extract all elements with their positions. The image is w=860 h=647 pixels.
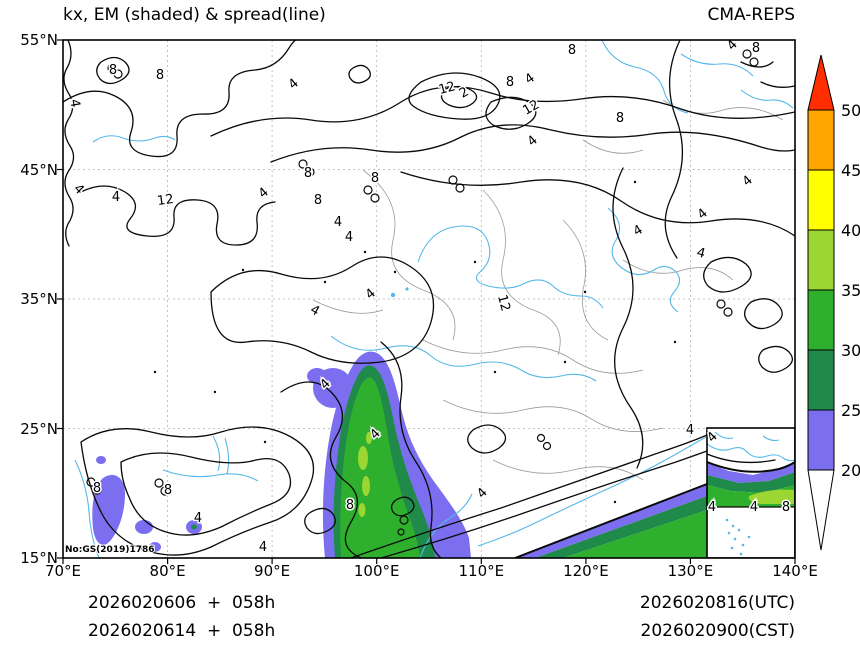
contour-label: 4: [750, 500, 758, 515]
colorbar-segment: [807, 289, 835, 351]
contour-label: 4: [334, 215, 342, 230]
axis-ticks: [57, 39, 796, 564]
x-axis-tick-label: 80°E: [149, 562, 186, 580]
contour-label: 8: [314, 193, 322, 208]
contour-label: 4: [286, 76, 302, 93]
map-approval-note: No:GS(2019)1786: [65, 545, 155, 555]
colorbar-under-arrow: [807, 469, 835, 551]
contour-label: 4: [307, 302, 322, 319]
colorbar-tick-label: 35: [841, 281, 860, 300]
contour-label: 12: [494, 293, 513, 313]
contour-label: 4: [112, 190, 120, 205]
contour-label: 4: [256, 185, 272, 202]
contour-label: 4: [259, 540, 267, 555]
colorbar-tick-label: 30: [841, 341, 860, 360]
x-axis-tick-label: 100°E: [353, 562, 400, 580]
inset-frame: [706, 427, 795, 558]
footer-init-utc: 2026020606 + 058h: [88, 593, 276, 613]
contour-label: 4: [695, 206, 711, 223]
south-china-sea-inset: [706, 427, 795, 558]
colorbar-segment: [807, 109, 835, 171]
contour-label: 2: [457, 84, 472, 101]
contour-label: 8: [616, 111, 624, 126]
contour-label: 12: [156, 192, 174, 209]
contour-label: 4: [345, 230, 353, 245]
contour-label: 8: [568, 43, 576, 58]
contour-label: 8: [506, 75, 514, 90]
x-axis-tick-label: 90°E: [254, 562, 291, 580]
shaded-regions: [92, 351, 707, 558]
plot-title: kx, EM (shaded) & spread(line): [63, 5, 326, 25]
graticule-gridlines: [63, 40, 795, 558]
y-axis-tick-label: 15°N: [20, 549, 58, 567]
contour-label: 4: [525, 133, 541, 150]
contour-label: 8: [346, 498, 354, 513]
map-figure: 8 8 4 12 2 8 4 8 12 4 8 4 8 4 4 4 12 4 8 8 8 4 4 4 4 12 4 4 4 4 8 8 4 4 4 4…: [57, 39, 796, 564]
colorbar-tick-label: 40: [841, 221, 860, 240]
contour-label: 4: [522, 71, 537, 88]
x-axis-tick-label: 140°E: [772, 562, 818, 580]
colorbar-segment: [807, 169, 835, 231]
y-axis-tick-label: 45°N: [20, 160, 58, 179]
y-axis-tick-label: 55°N: [20, 31, 58, 49]
contour-label: 8: [371, 171, 379, 186]
contour-label: 8: [164, 483, 172, 498]
colorbar-tick-label: 45: [841, 161, 860, 180]
colorbar-segment: [807, 229, 835, 291]
contour-label: 4: [740, 173, 756, 190]
contour-label: 8: [304, 166, 312, 181]
contour-label: 4: [686, 423, 694, 438]
colorbar-segment: [807, 349, 835, 411]
contour-label: 8: [752, 41, 760, 56]
footer-valid-cst: 2026020900(CST): [640, 621, 795, 641]
spread-contours: [63, 40, 795, 558]
footer-valid-utc: 2026020816(UTC): [639, 593, 795, 613]
colorbar-segment: [807, 409, 835, 471]
x-axis-tick-label: 130°E: [667, 562, 714, 580]
contour-label: 8: [782, 500, 790, 515]
model-name: CMA-REPS: [707, 5, 795, 25]
y-axis-tick-label: 25°N: [20, 419, 58, 438]
rivers-coastlines: [74, 40, 794, 558]
contour-label: 4: [631, 222, 646, 239]
y-axis-tick-label: 35°N: [20, 290, 58, 308]
contour-label: 4: [66, 98, 82, 109]
contour-label: 8: [109, 63, 117, 78]
x-axis-tick-label: 120°E: [563, 562, 609, 580]
map-frame: [62, 39, 796, 559]
province-borders: [312, 99, 784, 481]
colorbar: 50 45 40 35 30 25 20: [805, 50, 860, 560]
footer-init-cst: 2026020614 + 058h: [88, 621, 276, 641]
contour-label: 8: [93, 481, 101, 496]
colorbar-tick-label: 25: [841, 401, 860, 420]
contour-label: 12: [437, 79, 457, 98]
contour-label: 4: [474, 485, 490, 501]
colorbar-tick-label: 50: [841, 101, 860, 120]
contour-label: 4: [194, 511, 202, 526]
x-axis-tick-label: 110°E: [458, 562, 505, 580]
contour-label: 4: [695, 245, 707, 262]
contour-label: 4: [708, 500, 716, 515]
colorbar-over-arrow: [807, 54, 835, 111]
contour-label: 8: [156, 68, 164, 83]
x-axis-tick-label: 70°E: [44, 562, 82, 580]
contour-label: 4: [70, 181, 86, 197]
colorbar-tick-label: 20: [841, 461, 860, 480]
